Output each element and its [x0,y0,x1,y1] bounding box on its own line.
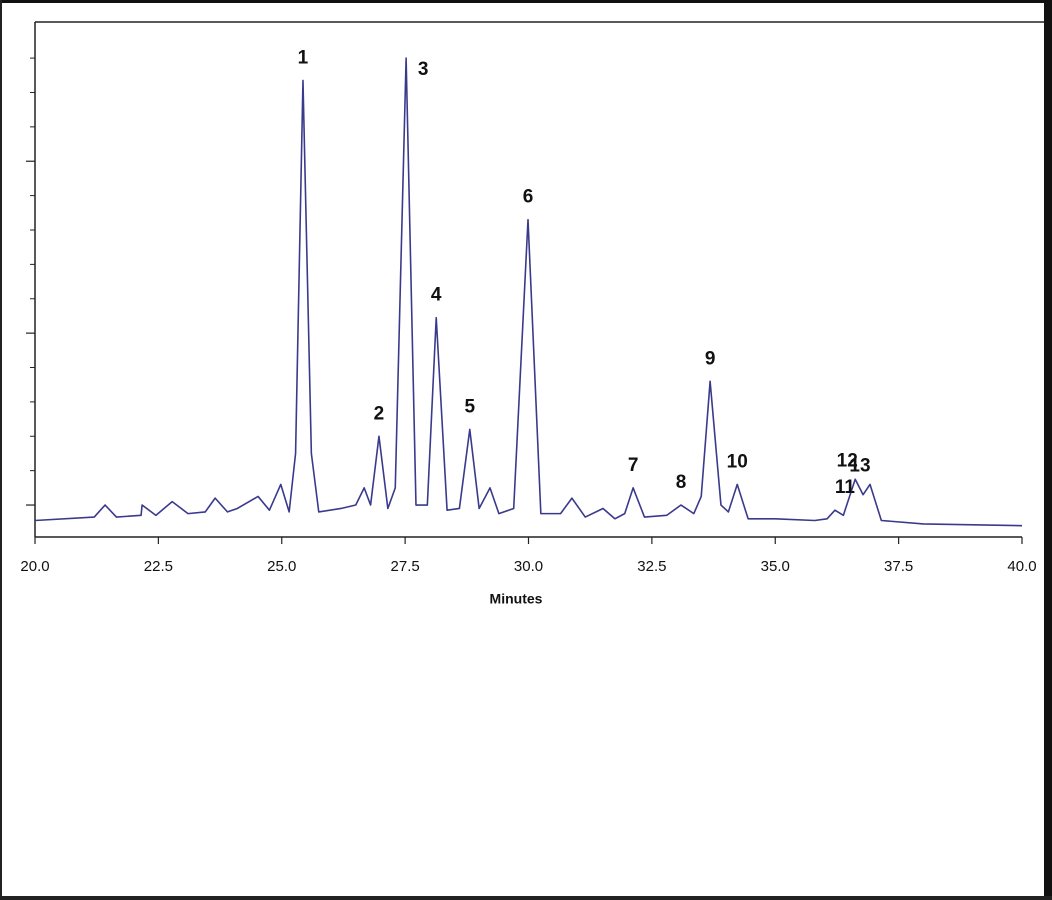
peak-label: 8 [676,472,687,493]
peak-label: 6 [523,187,534,208]
x-tick-label: 27.5 [391,558,420,575]
peak-label: 1 [298,47,309,68]
peak-label: 9 [705,348,716,369]
frame-top [0,0,1052,3]
frame-right [1044,0,1052,900]
x-tick-label: 32.5 [637,558,666,575]
frame-left [0,0,2,900]
frame-bottom [0,896,1052,900]
x-tick-label: 35.0 [761,558,790,575]
x-tick-label: 20.0 [20,558,49,575]
peak-label: 7 [628,455,639,476]
peak-label: 13 [849,455,870,476]
peak-label: 12 [837,450,858,471]
x-tick-label: 22.5 [144,558,173,575]
x-tick-label: 40.0 [1007,558,1036,575]
peak-label: 11 [835,477,856,498]
x-axis-title: Minutes [490,591,543,607]
x-tick-label: 30.0 [514,558,543,575]
x-tick-label: 37.5 [884,558,913,575]
peak-label: 2 [374,403,385,424]
peak-label: 10 [727,451,748,472]
peak-label: 5 [464,396,475,417]
x-tick-label: 25.0 [267,558,296,575]
trace-line [34,57,1023,527]
peak-label: 4 [431,285,442,306]
peak-label: 3 [418,59,429,80]
